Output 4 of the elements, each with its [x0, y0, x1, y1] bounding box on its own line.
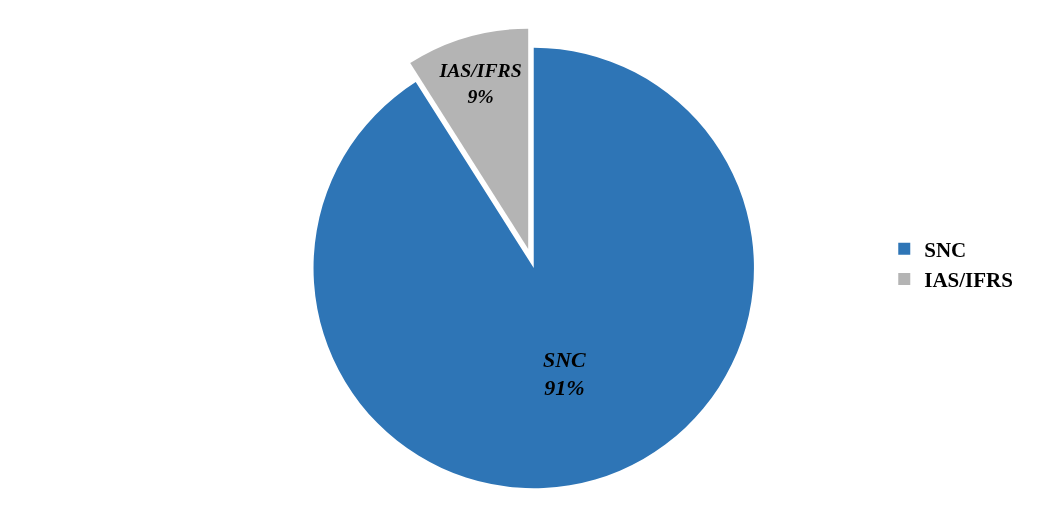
- data-label: SNC 91%: [542, 346, 587, 401]
- data-label: IAS/IFRS 9%: [438, 59, 522, 108]
- legend-label: IAS/IFRS: [924, 268, 1013, 293]
- legend-label: SNC: [924, 238, 967, 262]
